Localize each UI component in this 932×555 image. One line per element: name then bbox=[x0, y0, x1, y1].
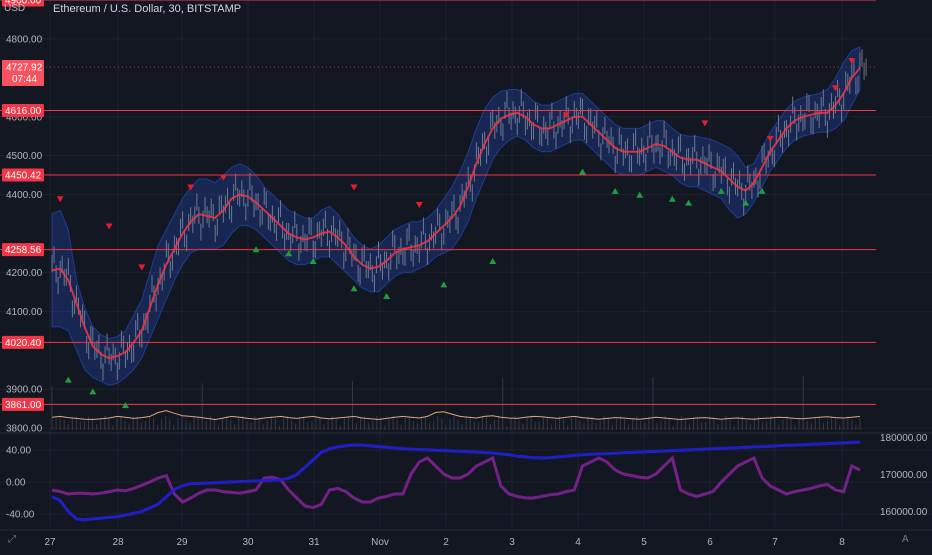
oscillator-line bbox=[51, 455, 861, 510]
moving-average-line bbox=[51, 67, 861, 360]
volume-line bbox=[51, 410, 861, 421]
buy-signal-marker bbox=[611, 187, 619, 194]
level-label-bg bbox=[2, 0, 44, 7]
buy-signal-marker bbox=[579, 168, 587, 175]
buy-signal-marker bbox=[742, 199, 750, 206]
osc-y-tick-right: 160000.00 bbox=[880, 507, 928, 518]
level-label-bg bbox=[2, 335, 44, 349]
buy-signal-marker bbox=[758, 187, 766, 194]
x-tick-label: 8 bbox=[839, 537, 845, 548]
chart-title: Ethereum / U.S. Dollar, 30, BITSTAMP bbox=[53, 3, 242, 15]
osc-y-tick-left: -40.00 bbox=[6, 510, 35, 521]
y-tick-label: 4400.00 bbox=[6, 190, 43, 201]
y-tick-label: 3900.00 bbox=[6, 385, 43, 396]
x-tick-label: 27 bbox=[44, 537, 56, 548]
osc-y-tick-right: 170000.00 bbox=[880, 470, 928, 481]
buy-signal-marker bbox=[489, 257, 497, 264]
sell-signal-marker bbox=[105, 223, 113, 230]
osc-y-tick-right: 180000.00 bbox=[880, 433, 928, 444]
y-tick-label: 4200.00 bbox=[6, 268, 43, 279]
buy-signal-marker bbox=[252, 246, 260, 253]
sell-signal-marker bbox=[187, 184, 195, 191]
y-tick-label: 4600.00 bbox=[6, 112, 43, 123]
osc-y-tick-left: 40.00 bbox=[6, 446, 31, 457]
x-tick-label: 29 bbox=[176, 537, 188, 548]
current-price-label: 4727.92 bbox=[6, 62, 43, 73]
osc-y-tick-left: 0.00 bbox=[6, 478, 26, 489]
sell-signal-marker bbox=[219, 174, 227, 181]
level-label: 4258.56 bbox=[5, 245, 42, 256]
countdown-label: 07:44 bbox=[12, 74, 37, 85]
level-label: 4900.00 bbox=[5, 0, 42, 7]
x-tick-label: 4 bbox=[575, 537, 581, 548]
y-tick-label: 3800.00 bbox=[6, 424, 43, 435]
y-tick-label: 4100.00 bbox=[6, 307, 43, 318]
x-tick-label: 28 bbox=[112, 537, 124, 548]
buy-signal-marker bbox=[121, 401, 129, 408]
sell-signal-marker bbox=[415, 202, 423, 209]
x-tick-label: Nov bbox=[371, 537, 389, 548]
buy-signal-marker bbox=[717, 187, 725, 194]
x-tick-label: 7 bbox=[772, 537, 778, 548]
x-tick-label: 5 bbox=[641, 537, 647, 548]
x-tick-label: 31 bbox=[308, 537, 320, 548]
sell-signal-marker bbox=[350, 184, 358, 191]
buy-signal-marker bbox=[309, 257, 317, 264]
level-label: 4020.40 bbox=[5, 338, 42, 349]
level-label-bg bbox=[2, 104, 44, 118]
level-label: 3861.00 bbox=[5, 400, 42, 411]
level-label: 4616.00 bbox=[5, 106, 42, 117]
currency-label: USD bbox=[4, 3, 26, 14]
level-label-bg bbox=[2, 243, 44, 257]
sell-signal-marker bbox=[848, 58, 856, 65]
x-tick-label: 3 bbox=[509, 537, 515, 548]
level-label-bg bbox=[2, 397, 44, 411]
sell-signal-marker bbox=[701, 120, 709, 127]
buy-signal-marker bbox=[285, 250, 293, 257]
buy-signal-marker bbox=[440, 281, 448, 288]
level-label-bg bbox=[2, 168, 44, 182]
level-label: 4450.42 bbox=[5, 170, 42, 181]
buy-signal-marker bbox=[668, 195, 676, 202]
x-tick-label: 2 bbox=[443, 537, 449, 548]
zoom-reset-icon[interactable]: ⤢ bbox=[8, 534, 16, 545]
cumulative-line bbox=[51, 440, 861, 522]
x-tick-label: 30 bbox=[242, 537, 254, 548]
buy-signal-marker bbox=[64, 376, 72, 383]
sell-signal-marker bbox=[832, 85, 840, 92]
buy-signal-marker bbox=[383, 293, 391, 299]
buy-signal-marker bbox=[350, 285, 358, 292]
sell-signal-marker bbox=[766, 135, 774, 142]
y-tick-label: 4800.00 bbox=[6, 34, 43, 45]
x-tick-label: 6 bbox=[707, 537, 713, 548]
sell-signal-marker bbox=[138, 264, 146, 271]
sell-signal-marker bbox=[56, 196, 64, 203]
sell-signal-marker bbox=[562, 112, 570, 119]
buy-signal-marker bbox=[89, 388, 97, 395]
current-price-badge bbox=[2, 59, 44, 86]
buy-signal-marker bbox=[636, 191, 644, 198]
auto-scale-icon[interactable]: A bbox=[902, 534, 909, 545]
y-tick-label: 4500.00 bbox=[6, 151, 43, 162]
buy-signal-marker bbox=[685, 199, 693, 206]
